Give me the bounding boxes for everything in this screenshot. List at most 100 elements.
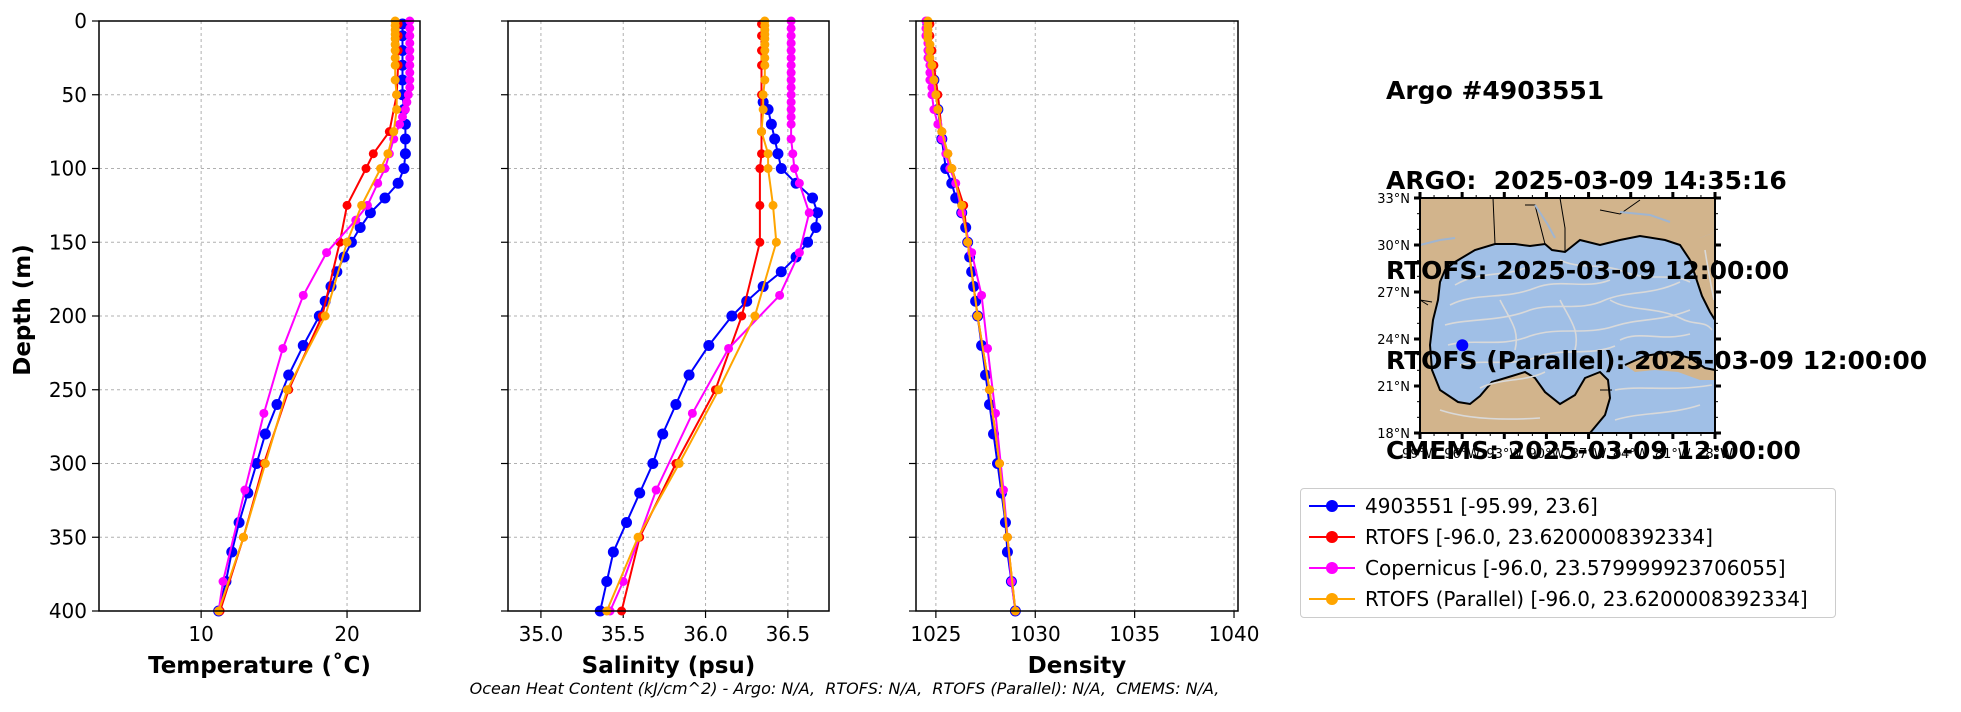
- series-group: [214, 16, 402, 616]
- map-coastlines: [1428, 234, 1716, 434]
- data-point: [724, 343, 734, 353]
- data-point: [1002, 532, 1012, 542]
- x-tick-label: 10: [188, 622, 213, 646]
- data-point: [240, 485, 250, 495]
- series-group: [215, 19, 403, 616]
- data-point: [405, 31, 415, 41]
- legend-swatch: [1309, 527, 1355, 547]
- data-point: [403, 90, 413, 100]
- y-tick-label: 0: [74, 9, 87, 33]
- series-group: [605, 16, 814, 616]
- data-point: [368, 149, 378, 159]
- y-tick-label: 250: [49, 378, 87, 402]
- data-point: [670, 399, 682, 410]
- temperature-panel: 0 50 100 150 200 250 300 350 400 10 20 Temperature …: [49, 9, 421, 679]
- data-point: [786, 97, 796, 107]
- data-point: [786, 112, 796, 122]
- data-point: [775, 266, 787, 278]
- data-point: [757, 149, 767, 159]
- x-tick-label: 1025: [910, 622, 961, 646]
- data-point: [758, 105, 768, 114]
- title-float-id: Argo #4903551: [1386, 76, 1605, 105]
- legend: 4903551 [-95.99, 23.6] RTOFS [-96.0, 23.…: [1300, 488, 1836, 618]
- data-point: [985, 385, 995, 395]
- data-point: [259, 408, 269, 418]
- data-point: [775, 290, 785, 300]
- lon-tick-label: 99°W: [1402, 447, 1438, 462]
- data-point: [802, 236, 814, 248]
- ocean-heat-content-caption: Ocean Heat Content (kJ/cm^2) - Argo: N/A…: [469, 679, 1220, 698]
- data-point: [765, 118, 777, 130]
- data-point: [771, 237, 781, 247]
- data-point: [755, 200, 765, 210]
- data-point: [760, 60, 770, 70]
- data-point: [405, 38, 415, 48]
- data-point: [933, 105, 943, 114]
- data-point: [405, 75, 415, 85]
- title-rtofs-time: RTOFS: 2025-03-09 12:00:00: [1386, 256, 1790, 285]
- axes-frame: [507, 20, 830, 612]
- data-point: [383, 149, 393, 159]
- series-group: [213, 18, 411, 617]
- map-frame: [1419, 197, 1716, 434]
- data-point: [601, 576, 613, 587]
- y-tick-label: 300: [49, 452, 87, 476]
- title-argo-time: ARGO: 2025-03-09 14:35:16: [1386, 166, 1787, 195]
- x-axis-label: Salinity (psu): [582, 653, 756, 679]
- data-point: [758, 90, 768, 100]
- salinity-panel: 35.0 35.5 36.0 36.5 Salinity (psu): [501, 16, 830, 679]
- data-point: [786, 60, 796, 70]
- series-group: [602, 16, 781, 616]
- data-point: [357, 200, 367, 210]
- data-point: [760, 46, 770, 55]
- data-point: [703, 340, 715, 351]
- data-point: [755, 237, 765, 247]
- data-point: [405, 23, 415, 33]
- data-point: [927, 60, 937, 70]
- data-point: [1001, 546, 1013, 558]
- data-point: [405, 46, 415, 55]
- axes-frame: [98, 20, 421, 612]
- y-tick-label: 400: [49, 599, 87, 623]
- legend-entry-rtofs-parallel: RTOFS (Parallel) [-96.0, 23.620000839233…: [1309, 585, 1808, 613]
- data-point: [804, 208, 814, 218]
- data-point: [390, 60, 400, 70]
- data-point: [760, 75, 770, 85]
- lat-tick-label: 18°N: [1377, 427, 1410, 442]
- data-point: [297, 340, 309, 351]
- x-tick-label: 35.0: [519, 622, 564, 646]
- legend-entry-copernicus: Copernicus [-96.0, 23.579999923706055]: [1309, 554, 1786, 582]
- x-axis-label: Density: [1028, 653, 1127, 679]
- data-point: [238, 532, 248, 542]
- lat-tick-label: 30°N: [1377, 239, 1410, 254]
- data-point: [737, 311, 747, 321]
- data-point: [634, 487, 646, 499]
- data-point: [763, 164, 773, 173]
- data-point: [674, 459, 684, 468]
- data-point: [392, 90, 402, 100]
- data-point: [786, 53, 796, 63]
- data-point: [218, 577, 228, 586]
- data-point: [789, 164, 799, 173]
- data-point: [786, 134, 796, 144]
- data-point: [647, 458, 659, 469]
- map-land-florida: [1690, 232, 1715, 320]
- data-point: [322, 248, 332, 258]
- x-tick-label: 36.0: [683, 622, 728, 646]
- data-point: [786, 119, 796, 129]
- data-point: [271, 399, 283, 410]
- lat-tick-label: 27°N: [1377, 286, 1410, 301]
- data-point: [392, 177, 404, 189]
- lon-tick-label: 84°W: [1613, 447, 1649, 462]
- data-point: [621, 517, 633, 528]
- data-point: [760, 53, 770, 63]
- data-point: [259, 428, 271, 440]
- data-point: [405, 68, 415, 78]
- data-point: [373, 178, 383, 188]
- data-point: [251, 458, 263, 469]
- data-point: [379, 192, 391, 204]
- data-point: [392, 105, 402, 114]
- data-point: [937, 127, 947, 137]
- data-point: [390, 46, 400, 55]
- data-point: [354, 222, 366, 233]
